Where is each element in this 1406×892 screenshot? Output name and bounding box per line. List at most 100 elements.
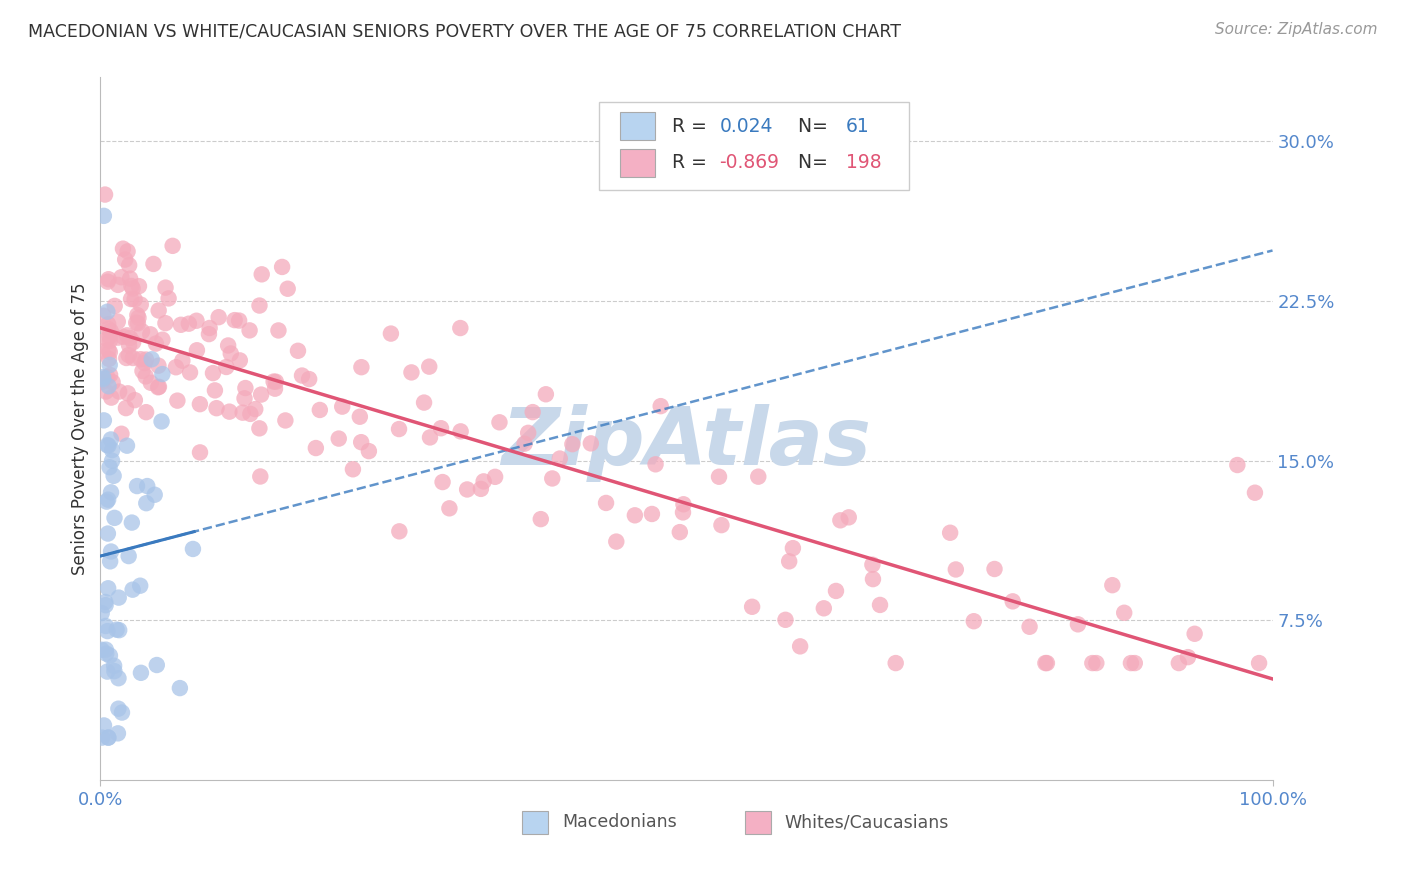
- Text: Macedonians: Macedonians: [562, 814, 676, 831]
- Point: [418, 359, 440, 374]
- Point: [219, 346, 242, 360]
- Point: [357, 444, 380, 458]
- Point: [97, 322, 120, 336]
- Point: [118, 549, 141, 563]
- Text: 61: 61: [846, 117, 869, 136]
- Point: [93, 209, 115, 223]
- Point: [129, 579, 152, 593]
- Point: [131, 324, 153, 338]
- Point: [127, 317, 149, 331]
- Point: [439, 501, 461, 516]
- Point: [186, 343, 208, 358]
- Point: [350, 435, 373, 450]
- Point: [561, 437, 583, 451]
- Point: [472, 475, 495, 489]
- Point: [650, 399, 672, 413]
- Point: [127, 310, 149, 325]
- Text: N=: N=: [786, 153, 834, 172]
- Point: [224, 313, 246, 327]
- FancyBboxPatch shape: [523, 811, 548, 834]
- Point: [228, 313, 250, 327]
- Point: [229, 353, 252, 368]
- Point: [1226, 458, 1249, 472]
- Point: [170, 318, 193, 332]
- Point: [141, 352, 163, 367]
- Point: [205, 401, 228, 416]
- Point: [271, 260, 294, 274]
- Point: [249, 299, 271, 313]
- Point: [1114, 606, 1136, 620]
- Point: [121, 516, 143, 530]
- Point: [117, 386, 139, 401]
- Point: [103, 658, 125, 673]
- Point: [517, 425, 540, 440]
- Point: [120, 331, 142, 345]
- Point: [778, 554, 800, 568]
- Point: [162, 239, 184, 253]
- Point: [157, 292, 180, 306]
- Point: [94, 598, 117, 612]
- Text: 198: 198: [846, 153, 882, 172]
- Text: Whites/Caucasians: Whites/Caucasians: [785, 814, 949, 831]
- Point: [103, 468, 125, 483]
- Point: [488, 415, 510, 429]
- Point: [96, 332, 118, 346]
- Point: [401, 365, 423, 379]
- Point: [103, 664, 125, 678]
- Point: [274, 413, 297, 427]
- Point: [98, 334, 121, 348]
- Point: [94, 187, 117, 202]
- Point: [1167, 656, 1189, 670]
- Text: R =: R =: [672, 153, 713, 172]
- Point: [1244, 485, 1267, 500]
- Point: [430, 421, 453, 435]
- Point: [450, 425, 472, 439]
- Point: [287, 343, 309, 358]
- Point: [308, 403, 330, 417]
- Point: [595, 496, 617, 510]
- Point: [181, 541, 204, 556]
- Point: [97, 439, 120, 453]
- Point: [98, 368, 121, 382]
- Point: [97, 492, 120, 507]
- Y-axis label: Seniors Poverty Over the Age of 75: Seniors Poverty Over the Age of 75: [72, 283, 89, 575]
- Text: MACEDONIAN VS WHITE/CAUCASIAN SENIORS POVERTY OVER THE AGE OF 75 CORRELATION CHA: MACEDONIAN VS WHITE/CAUCASIAN SENIORS PO…: [28, 22, 901, 40]
- Point: [449, 321, 471, 335]
- Point: [115, 328, 138, 343]
- Point: [201, 366, 224, 380]
- Point: [107, 591, 129, 605]
- Point: [1177, 650, 1199, 665]
- Point: [122, 351, 145, 365]
- Point: [115, 439, 138, 453]
- Point: [605, 534, 627, 549]
- Point: [152, 333, 174, 347]
- Point: [94, 619, 117, 633]
- Point: [104, 299, 127, 313]
- Point: [264, 375, 287, 389]
- Point: [97, 317, 120, 331]
- Point: [108, 384, 131, 399]
- Point: [96, 624, 118, 638]
- Point: [111, 242, 134, 256]
- Point: [239, 323, 262, 337]
- Point: [1081, 656, 1104, 670]
- Point: [641, 507, 664, 521]
- Point: [107, 277, 129, 292]
- Point: [782, 541, 804, 556]
- Point: [862, 572, 884, 586]
- Point: [129, 297, 152, 311]
- Point: [388, 524, 411, 539]
- Point: [249, 469, 271, 483]
- Point: [91, 731, 114, 745]
- Point: [1119, 656, 1142, 670]
- Point: [125, 316, 148, 330]
- Point: [165, 360, 187, 375]
- Point: [233, 392, 256, 406]
- Point: [235, 381, 257, 395]
- Point: [579, 436, 602, 450]
- FancyBboxPatch shape: [620, 112, 655, 140]
- Point: [146, 658, 169, 673]
- Point: [672, 497, 695, 511]
- Point: [380, 326, 402, 341]
- Point: [267, 323, 290, 337]
